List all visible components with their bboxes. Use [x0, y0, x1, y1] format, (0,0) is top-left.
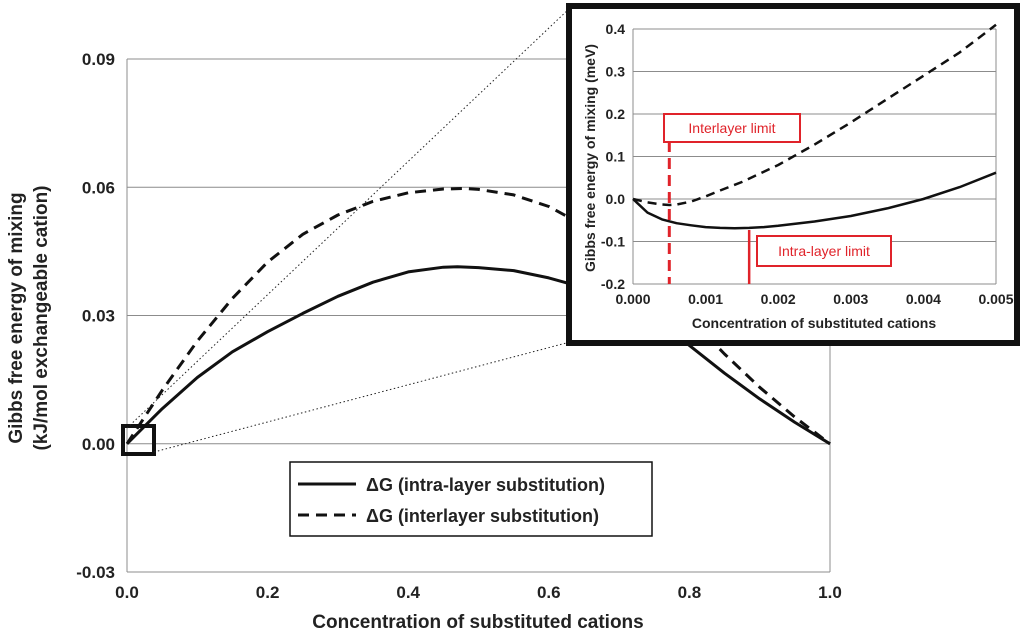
main-y-tick-label: 0.06 [82, 178, 115, 197]
main-y-tick-label: -0.03 [76, 563, 115, 582]
inset-y-tick-label: 0.2 [606, 106, 626, 122]
inset-y-tick-label: -0.1 [601, 234, 625, 250]
legend-box [289, 461, 653, 537]
main-x-tick-labels: 0.0 0.2 0.4 0.6 0.8 1.0 [115, 583, 842, 602]
main-x-tick-label: 0.4 [396, 583, 420, 602]
inset-y-tick-label: 0.1 [606, 149, 626, 165]
inset-y-tick-label: 0.3 [606, 64, 626, 80]
main-x-tick-label: 0.2 [256, 583, 280, 602]
main-y-axis-label-line1: Gibbs free energy of mixing [6, 192, 27, 443]
main-y-tick-label: 0.03 [82, 307, 115, 326]
main-series-interlayer-line [125, 187, 831, 445]
main-legend: ΔG (intra-layer substitution) ΔG (interl… [289, 461, 653, 537]
inset-x-tick-label: 0.004 [906, 291, 941, 307]
inset-series-intra-layer-line [632, 171, 997, 230]
main-x-tick-label: 0.0 [115, 583, 139, 602]
intra-layer-limit-label: Intra-layer limit [778, 243, 870, 259]
inset-y-tick-labels: -0.2 -0.1 0.0 0.1 0.2 0.3 0.4 [601, 21, 625, 292]
interlayer-limit-box [663, 113, 801, 143]
inset-y-tick-label: 0.4 [606, 21, 626, 37]
inset-x-tick-label: 0.003 [833, 291, 868, 307]
inset-x-tick-label: 0.001 [688, 291, 723, 307]
main-series-intra-layer-line [125, 265, 831, 446]
main-y-tick-label: 0.09 [82, 50, 115, 69]
inset-series-group [632, 23, 997, 230]
inset-x-tick-label: 0.000 [615, 291, 650, 307]
zoom-region-box [121, 424, 156, 456]
main-series-group [125, 187, 831, 446]
zoom-guide-line-top [126, 7, 571, 429]
inset-y-axis-label: Gibbs free energy of mixing (meV) [582, 44, 598, 272]
zoom-guide-line-bottom [153, 341, 571, 453]
main-y-tick-label: 0.00 [82, 435, 115, 454]
main-x-tick-label: 0.8 [678, 583, 702, 602]
legend-label-intra: ΔG (intra-layer substitution) [366, 475, 605, 495]
main-x-tick-label: 0.6 [537, 583, 561, 602]
main-y-axis-label-line2: (kJ/mol exchangeable cation) [31, 185, 52, 450]
main-y-tick-labels: -0.03 0.00 0.03 0.06 0.09 [76, 50, 115, 582]
inset-y-tick-label: 0.0 [606, 191, 626, 207]
interlayer-limit-label: Interlayer limit [688, 120, 775, 136]
main-gridlines [126, 58, 831, 573]
inset-x-tick-label: 0.005 [978, 291, 1013, 307]
inset-series-interlayer-line [632, 23, 997, 207]
main-x-tick-label: 1.0 [818, 583, 842, 602]
inset-y-tick-label: -0.2 [601, 276, 625, 292]
inset-x-tick-labels: 0.000 0.001 0.002 0.003 0.004 0.005 [615, 291, 1013, 307]
inset-annotations: Interlayer limit Intra-layer limit [663, 113, 892, 284]
intra-layer-limit-box [756, 235, 892, 267]
legend-label-inter: ΔG (interlayer substitution) [366, 506, 599, 526]
main-x-axis-label: Concentration of substituted cations [312, 612, 643, 633]
inset-x-tick-label: 0.002 [761, 291, 796, 307]
inset-x-axis-label: Concentration of substituted cations [692, 315, 936, 331]
